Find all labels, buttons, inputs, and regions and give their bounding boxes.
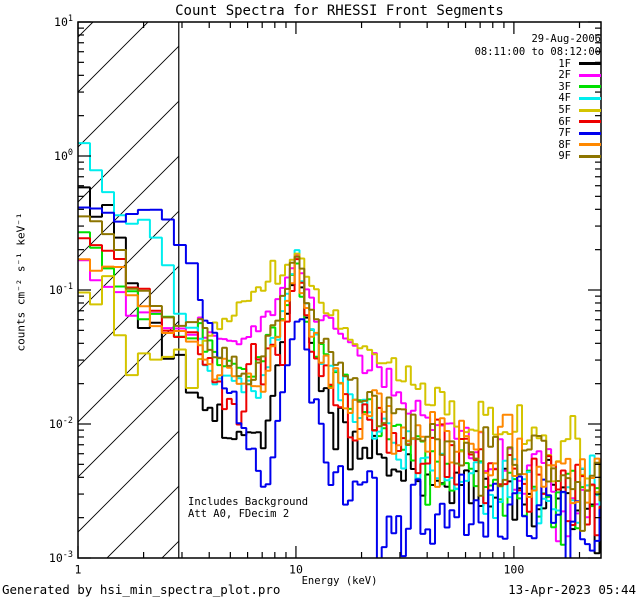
series-line-7F <box>78 206 601 558</box>
legend-item-8F: 8F <box>558 139 601 151</box>
legend-label-5F: 5F <box>558 103 571 116</box>
observation-date: 29-Aug-2006 <box>531 33 601 45</box>
note-attenuator-state: Att A0, FDecim 2 <box>188 507 290 520</box>
legend-label-1F: 1F <box>558 57 571 70</box>
legend-item-7F: 7F <box>558 128 601 140</box>
axis-ticks <box>77 21 601 559</box>
y-tick-label-1e-2: 10-2 <box>49 416 73 431</box>
hatch-line <box>78 320 180 423</box>
legend-label-7F: 7F <box>558 127 571 140</box>
y-tick-label-1e0: 100 <box>54 148 73 163</box>
note-includes-background: Includes Background <box>188 496 309 508</box>
legend-item-9F: 9F <box>558 151 601 163</box>
series-group <box>78 142 601 558</box>
render-timestamp: 13-Apr-2023 05:44 <box>508 582 636 597</box>
legend-swatch-2F <box>579 73 601 77</box>
observation-time-range: 08:11:00 to 08:12:00 <box>474 45 601 58</box>
legend-swatch-7F <box>579 131 601 135</box>
hatch-line <box>78 45 180 148</box>
hatch-line <box>78 375 180 478</box>
legend-swatch-9F <box>579 155 601 159</box>
legend-item-4F: 4F <box>558 93 601 105</box>
legend-item-2F: 2F <box>558 70 601 82</box>
hatch-line <box>78 22 149 93</box>
y-tick-label-1e-1: 10-1 <box>49 282 73 297</box>
x-tick-label-100: 100 <box>504 563 525 577</box>
y-tick-label-1e1: 101 <box>54 14 73 29</box>
legend: 1F 2F 3F 4F 5F 6F 7F 8F 9F <box>558 58 601 162</box>
legend-swatch-1F <box>579 62 601 66</box>
legend-label-3F: 3F <box>558 80 571 93</box>
legend-item-1F: 1F <box>558 58 601 70</box>
series-line-5F <box>78 252 601 494</box>
x-tick-label-1: 1 <box>75 563 82 577</box>
legend-swatch-6F <box>579 120 601 124</box>
hatch-line <box>161 540 180 558</box>
x-axis-label: Energy (keV) <box>301 575 378 587</box>
legend-swatch-5F <box>579 108 601 112</box>
hatch-region <box>78 22 180 558</box>
series-line-9F <box>78 215 601 532</box>
page-title: Count Spectra for RHESSI Front Segments <box>175 3 504 19</box>
legend-swatch-8F <box>579 143 601 147</box>
legend-item-5F: 5F <box>558 104 601 116</box>
legend-label-6F: 6F <box>558 115 571 128</box>
observation-datetime: 29-Aug-2006 08:11:00 to 08:12:00 <box>475 33 601 58</box>
legend-label-9F: 9F <box>558 150 571 163</box>
hatch-line <box>78 100 180 203</box>
y-tick-label-1e-3: 10-3 <box>49 550 73 565</box>
plot-notes: Includes Background Att A0, FDecim 2 <box>188 496 309 520</box>
hatch-line <box>78 210 180 313</box>
legend-label-8F: 8F <box>558 138 571 151</box>
legend-item-3F: 3F <box>558 81 601 93</box>
hatch-line <box>78 155 180 258</box>
legend-label-2F: 2F <box>558 69 571 82</box>
y-axis-label: counts cm⁻² s⁻¹ keV⁻¹ <box>14 212 28 352</box>
legend-label-4F: 4F <box>558 92 571 105</box>
hatch-line <box>78 430 180 533</box>
hatch-line <box>106 485 180 558</box>
legend-swatch-4F <box>579 97 601 101</box>
series-line-4F <box>78 142 601 525</box>
x-tick-label-10: 10 <box>289 563 303 577</box>
legend-item-6F: 6F <box>558 116 601 128</box>
generator-credit: Generated by hsi_min_spectra_plot.pro <box>2 582 281 597</box>
legend-swatch-3F <box>579 85 601 89</box>
